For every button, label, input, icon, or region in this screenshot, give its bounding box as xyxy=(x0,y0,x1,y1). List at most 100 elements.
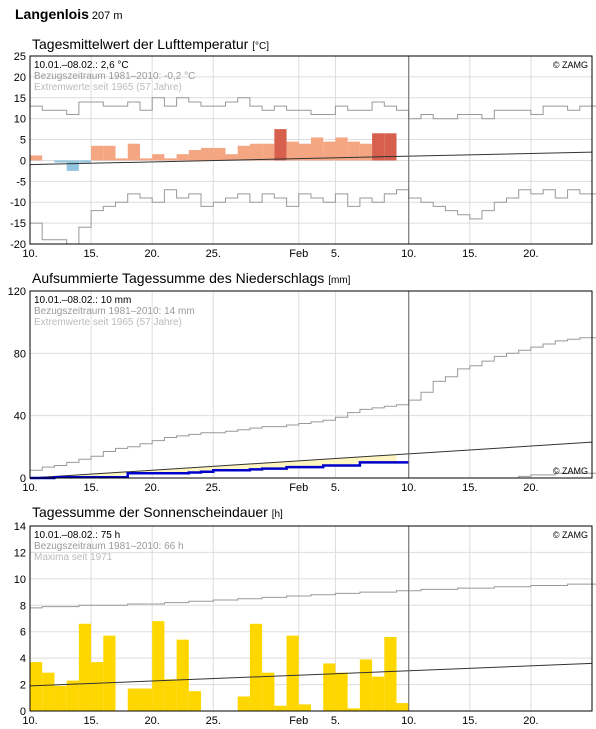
sun-x-tick-label: 20. xyxy=(145,715,160,727)
sun-plot: 0 2 4 6 8 10 12 14 10. 15. 20. 25. Feb 5. 10. 15. 20. 10.… xyxy=(14,521,596,727)
temp-bar xyxy=(311,137,324,161)
temp-title: Tagesmittelwert der Lufttemperatur xyxy=(32,36,249,52)
sun-x-tick-label: 15. xyxy=(462,715,477,727)
temp-unit: [°C] xyxy=(252,41,269,52)
temp-bar xyxy=(286,141,299,161)
temp-panel-title: Tagesmittelwert der Lufttemperatur [°C] xyxy=(32,36,269,52)
precip-x-tick-label: 10. xyxy=(401,482,416,494)
sun-bar xyxy=(54,685,67,711)
sun-bar xyxy=(66,680,79,711)
sun-copyright: © ZAMG xyxy=(553,530,588,540)
precip-x-tick-label: 5. xyxy=(331,482,340,494)
sun-bar xyxy=(335,672,348,711)
temp-bar xyxy=(323,141,336,161)
temp-y-tick-label: 5 xyxy=(20,135,26,147)
precip-panel-title: Aufsummierte Tagessumme des Niederschlag… xyxy=(32,270,350,286)
temp-plot: -20 -15 -10 -5 0 5 10 15 20 25 10. 15. 20. 25. Feb 5. 10… xyxy=(10,51,596,260)
temp-x-tick-label: 15. xyxy=(83,248,98,260)
precip-x-tick-label: 20. xyxy=(523,482,538,494)
temp-bar xyxy=(139,158,153,161)
temp-bar xyxy=(91,145,104,161)
temp-bar xyxy=(335,137,348,161)
precip-y-tick-label: 40 xyxy=(14,411,26,423)
sun-bar xyxy=(30,662,43,711)
sun-bar xyxy=(262,672,275,711)
precip-x-tick-label: 25. xyxy=(206,482,221,494)
sun-bar xyxy=(384,637,397,711)
temp-legend-line-2: Bezugszeitraum 1981–2010: -0,2 °C xyxy=(34,71,195,82)
precip-legend-line-1: 10.01.–08.02.: 10 mm xyxy=(34,295,131,306)
precip-x-tick-label: 15. xyxy=(83,482,98,494)
sun-bar xyxy=(396,703,409,711)
chart-header: Langenlois 207 m xyxy=(15,6,122,22)
temp-bar xyxy=(225,154,238,161)
sun-bar xyxy=(188,691,202,711)
sun-x-tick-label: 25. xyxy=(206,715,221,727)
sun-bar xyxy=(139,688,153,711)
temp-y-tick-label: -15 xyxy=(10,218,26,230)
precip-frame xyxy=(29,290,593,479)
temp-x-tick-label: 10. xyxy=(22,248,37,260)
sun-bar xyxy=(372,676,385,711)
temp-bar xyxy=(164,158,177,161)
temp-x-tick-label: 5. xyxy=(331,248,340,260)
temp-bar xyxy=(66,160,79,171)
sun-y-tick-label: 10 xyxy=(14,574,26,586)
sun-bar xyxy=(237,696,250,711)
sun-frame xyxy=(29,525,593,712)
temp-bar xyxy=(201,147,214,161)
precip-title: Aufsummierte Tagessumme des Niederschlag… xyxy=(32,270,325,286)
precip-mean-line xyxy=(29,441,593,479)
sun-bar xyxy=(78,623,92,711)
temp-bar xyxy=(249,143,263,161)
temp-legend-line-1: 10.01.–08.02.: 2,6 °C xyxy=(34,60,129,71)
precip-x-tick-label: 15. xyxy=(462,482,477,494)
temp-bar xyxy=(127,143,140,161)
sun-y-tick-label: 6 xyxy=(20,627,26,639)
temp-mean-line xyxy=(29,151,593,166)
precip-x-tick-label: 20. xyxy=(145,482,160,494)
temp-bar xyxy=(176,154,189,161)
sun-legend-line-3: Maxima seit 1971 xyxy=(34,552,113,563)
temp-x-tick-label: 25. xyxy=(206,248,221,260)
temp-bar xyxy=(384,133,397,161)
temp-bar xyxy=(103,145,116,161)
temp-y-tick-label: -10 xyxy=(10,197,26,209)
temp-min-line xyxy=(30,189,596,245)
sun-bar xyxy=(42,672,55,711)
sun-bar xyxy=(347,708,360,711)
sun-unit: [h] xyxy=(271,509,283,520)
sun-bar xyxy=(91,662,104,711)
precip-copyright: © ZAMG xyxy=(553,466,588,476)
temp-y-tick-label: -20 xyxy=(10,239,26,251)
temp-legend-line-3: Extremwerte seit 1965 (57 Jahre) xyxy=(34,82,182,93)
precip-y-tick-label: 0 xyxy=(20,473,26,485)
temp-bar xyxy=(152,154,165,161)
sun-bar xyxy=(274,705,287,711)
sun-y-tick-label: 0 xyxy=(20,706,26,718)
sun-max-line xyxy=(30,583,596,609)
temp-x-tick-label: 10. xyxy=(401,248,416,260)
temp-bar xyxy=(237,145,250,161)
sun-legend-line-1: 10.01.–08.02.: 75 h xyxy=(34,530,120,541)
temp-bar xyxy=(213,147,226,161)
temp-y-tick-label: -5 xyxy=(16,176,26,188)
sun-bar xyxy=(176,639,189,711)
temp-x-tick-label: Feb xyxy=(289,248,308,260)
temp-x-tick-label: 20. xyxy=(145,248,160,260)
temp-y-tick-label: 0 xyxy=(20,155,26,167)
temp-y-tick-label: 10 xyxy=(14,114,26,126)
sun-legend-line-2: Bezugszeitraum 1981–2010: 66 h xyxy=(34,541,184,552)
temp-frame xyxy=(29,55,593,245)
sun-y-tick-label: 8 xyxy=(20,600,26,612)
sun-x-tick-label: 20. xyxy=(523,715,538,727)
sun-x-tick-label: 15. xyxy=(83,715,98,727)
sun-y-tick-label: 4 xyxy=(20,653,26,665)
temp-x-tick-label: 15. xyxy=(462,248,477,260)
precip-legend-line-3: Extremwerte seit 1965 (57 Jahre) xyxy=(34,317,182,328)
precip-legend-line-2: Bezugszeitraum 1981–2010: 14 mm xyxy=(34,306,195,317)
temp-bar xyxy=(262,143,275,161)
temp-bar xyxy=(188,150,202,161)
precip-plot: 0 40 80 120 10. 15. 20. 25. Feb 5. 10. 15. 20. 10.01.… xyxy=(8,286,596,494)
